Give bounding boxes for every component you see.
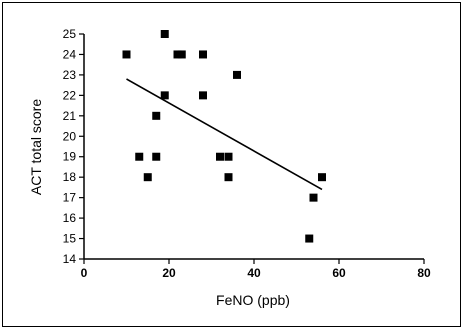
x-tick-label: 40 [247,266,261,280]
axes: 14 15 16 17 18 19 20 21 22 23 24 25 0 20 40 60 80 [63,27,431,280]
x-tick-label: 60 [332,266,346,280]
y-tick-label: 20 [63,129,77,143]
x-tick-label: 20 [162,266,176,280]
y-tick-label: 19 [63,150,77,164]
data-point [309,193,318,202]
x-axis-label: FeNO (ppb) [216,292,290,308]
trendline-group [126,78,323,191]
x-tick-label: 80 [417,266,431,280]
y-tick-label: 15 [63,232,77,246]
data-point [224,173,233,182]
y-tick-label: 22 [63,88,77,102]
data-point [305,234,314,243]
y-tick-label: 17 [63,191,77,205]
data-point [318,173,326,182]
data-point [199,91,207,100]
y-tick-label: 18 [63,170,77,184]
y-tick-label: 21 [63,109,77,123]
data-point [177,50,186,59]
y-tick-label: 14 [63,252,77,266]
data-point [152,111,161,120]
data-point [173,50,182,59]
chart-frame [2,2,461,327]
data-point [135,152,144,161]
data-point [152,152,161,161]
y-tick-label: 25 [63,27,77,41]
y-tick-label: 24 [63,47,77,61]
y-tick-label: 16 [63,211,77,225]
data-point [160,30,169,38]
y-tick-label: 23 [63,68,77,82]
data-point [216,152,224,161]
data-point [160,91,169,100]
data-point [224,152,233,161]
data-point [233,70,241,79]
data-point [122,50,131,59]
trendline [126,78,323,191]
y-axis-label: ACT total score [28,99,44,195]
x-tick-label: 0 [81,266,88,280]
data-point [199,50,207,59]
points-group [122,30,326,243]
data-point [143,173,152,182]
